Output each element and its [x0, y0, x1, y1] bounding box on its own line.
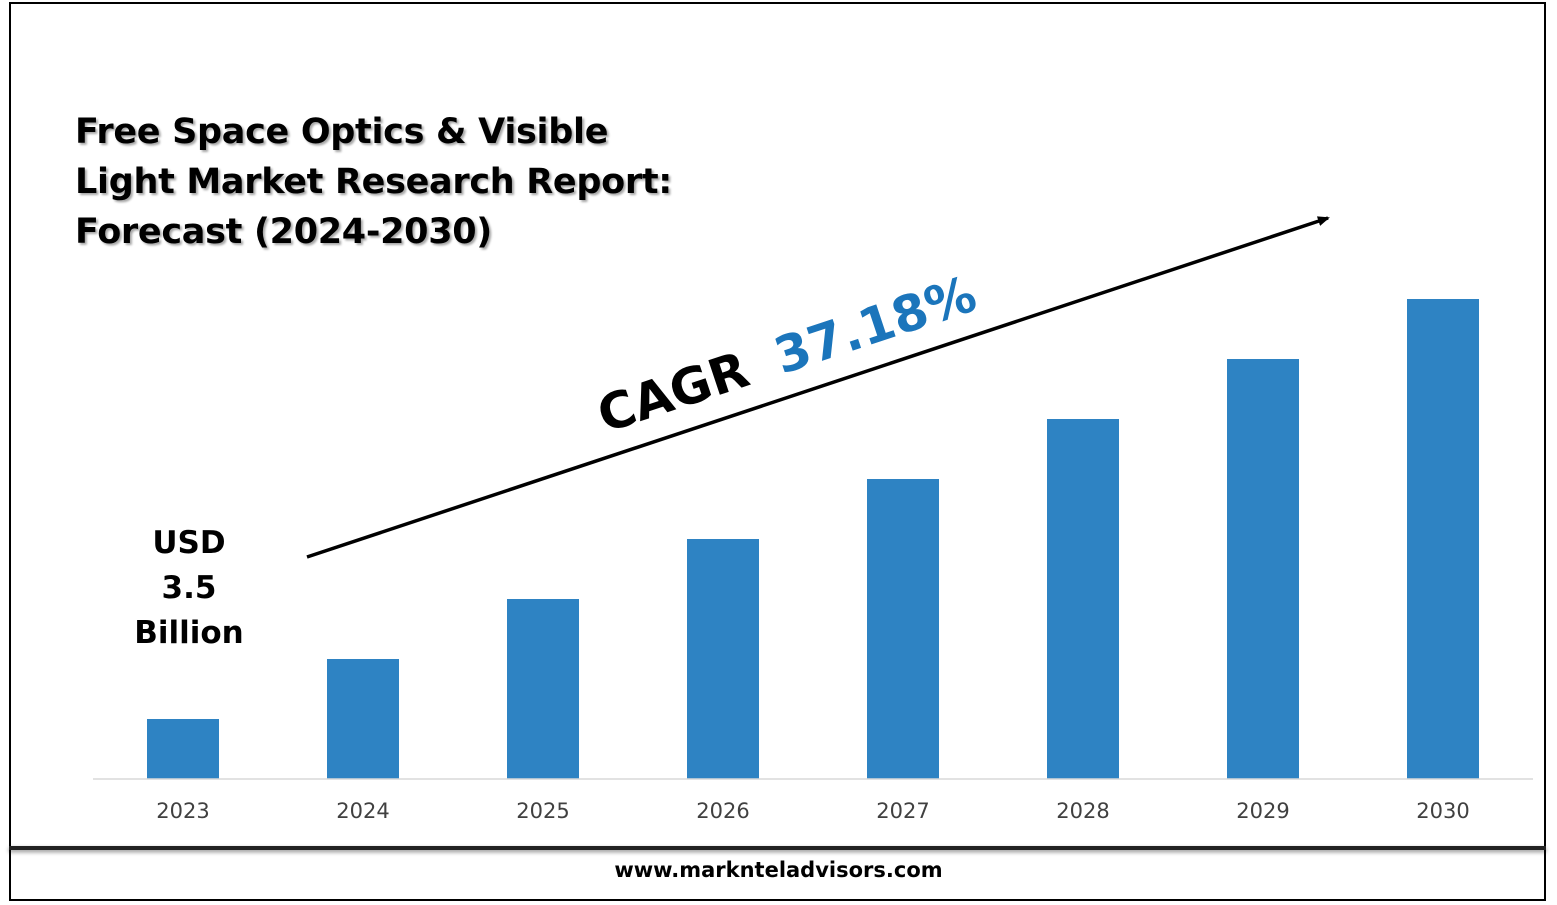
footer-website-link[interactable]: www.marknteladvisors.com	[614, 858, 943, 882]
x-tick-label-2025: 2025	[516, 799, 569, 823]
x-tick-labels: 2023 2024 2025 2026 2027 2028 2029 2030	[156, 799, 1469, 823]
bar-2028	[1047, 419, 1119, 779]
title-line-2: Light Market Research Report:	[75, 162, 672, 202]
x-tick-label-2028: 2028	[1056, 799, 1109, 823]
bars-group	[147, 299, 1479, 779]
bar-2024	[327, 659, 399, 779]
x-tick-label-2026: 2026	[696, 799, 749, 823]
cagr-annotation: CAGR 37.18%	[590, 265, 983, 445]
bar-2023	[147, 719, 219, 779]
bar-2027	[867, 479, 939, 779]
footer-divider	[9, 846, 1546, 850]
x-tick-label-2024: 2024	[336, 799, 389, 823]
start-value-line-1: USD	[152, 525, 225, 561]
title-line-3: Forecast (2024-2030)	[75, 212, 492, 252]
bar-2029	[1227, 359, 1299, 779]
growth-trend-arrow	[306, 216, 1330, 559]
x-tick-label-2027: 2027	[876, 799, 929, 823]
cagr-label: CAGR	[590, 340, 755, 444]
x-tick-label-2023: 2023	[156, 799, 209, 823]
x-tick-label-2030: 2030	[1416, 799, 1469, 823]
x-tick-label-2029: 2029	[1236, 799, 1289, 823]
bar-2030	[1407, 299, 1479, 779]
bar-2026	[687, 539, 759, 779]
start-value-line-2: 3.5	[162, 570, 217, 606]
start-value-annotation: USD 3.5 Billion	[134, 525, 244, 651]
start-value-line-3: Billion	[134, 615, 244, 651]
title-line-1: Free Space Optics & Visible	[75, 112, 609, 152]
svg-text:CAGR 37.18%: CAGR 37.18%	[590, 265, 983, 445]
bar-2025	[507, 599, 579, 779]
chart-title: Free Space Optics & Visible Light Market…	[75, 107, 755, 257]
